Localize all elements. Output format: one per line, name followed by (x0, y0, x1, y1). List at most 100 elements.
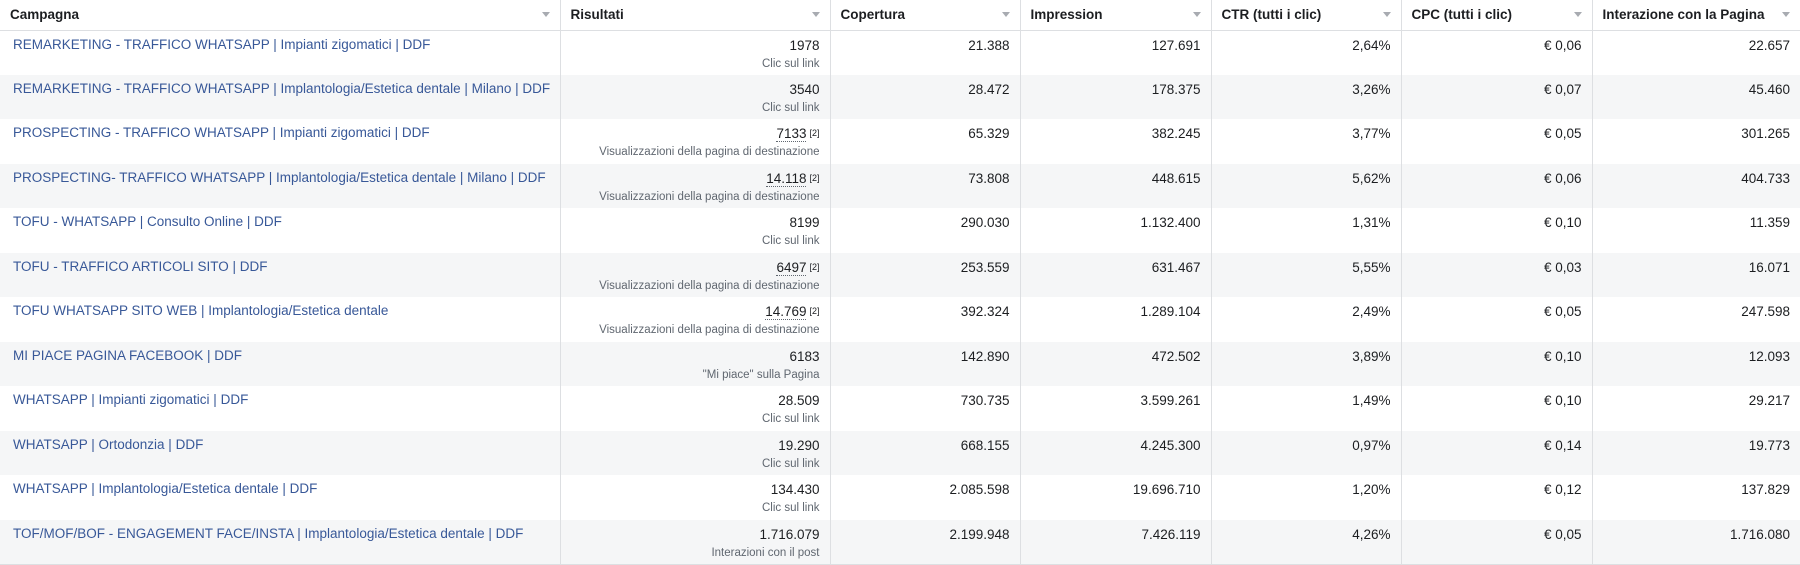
campaign-name-link[interactable]: WHATSAPP | Impianti zigomatici | DDF (13, 392, 249, 407)
result-footnote[interactable]: [2] (809, 128, 820, 138)
reach-value: 73.808 (968, 170, 1010, 186)
campaign-name-cell: PROSPECTING - TRAFFICO WHATSAPP | Impian… (0, 119, 561, 164)
sort-caret-down-icon[interactable] (1573, 12, 1582, 17)
column-header-label: Risultati (570, 7, 624, 23)
result-value-wrap: 28.509 (571, 392, 819, 410)
results-cell: 14.769 [2] Visualizzazioni della pagina di… (560, 297, 831, 342)
reach-cell: 28.472 (830, 74, 1021, 119)
engagement-value: 301.265 (1741, 126, 1790, 141)
page-engagement-cell: 137.829 (1592, 475, 1800, 520)
engagement-value: 45.460 (1748, 81, 1790, 97)
campaign-name-link[interactable]: TOF/MOF/BOF - ENGAGEMENT FACE/INSTA | Im… (13, 525, 524, 541)
cpc-cell: € 0,05 (1401, 519, 1593, 565)
ctr-cell: 5,55% (1211, 252, 1402, 297)
impressions-value: 382.245 (1151, 126, 1201, 141)
table-body: REMARKETING - TRAFFICO WHATSAPP | Impian… (0, 30, 1800, 565)
page-engagement-cell: 45.460 (1592, 74, 1800, 119)
campaign-name-cell: REMARKETING - TRAFFICO WHATSAPP | Impian… (0, 30, 561, 75)
column-header-risultati[interactable]: Risultati (560, 0, 831, 31)
result-value[interactable]: 14.118 (766, 170, 807, 187)
reach-cell: 290.030 (830, 208, 1021, 253)
sort-caret-down-icon[interactable] (541, 12, 550, 17)
result-value: 3540 (789, 81, 820, 97)
impressions-cell: 178.375 (1020, 74, 1212, 119)
campaign-name-link[interactable]: TOFU - WHATSAPP | Consulto Online | DDF (13, 214, 282, 229)
result-type-label: Clic sul link (761, 101, 820, 114)
result-type-label: Visualizzazioni della pagina di destinaz… (599, 146, 820, 158)
result-type-label: Interazioni con il post (711, 546, 820, 559)
campaign-name-link[interactable]: REMARKETING - TRAFFICO WHATSAPP | Impian… (13, 36, 431, 52)
sort-caret-down-icon[interactable] (1192, 12, 1201, 17)
campaign-name-link[interactable]: WHATSAPP | Ortodonzia | DDF (13, 436, 204, 452)
result-value[interactable]: 6497 (776, 259, 807, 276)
ctr-value: 1,49% (1352, 393, 1391, 408)
engagement-value: 19.773 (1748, 437, 1790, 453)
cpc-cell: € 0,06 (1401, 163, 1593, 208)
table-row: TOFU - TRAFFICO ARTICOLI SITO | DDF 6497[… (0, 252, 1800, 297)
table-row: WHATSAPP | Ortodonzia | DDF 19.290 Clic su… (0, 430, 1800, 475)
cpc-cell: € 0,10 (1401, 386, 1593, 431)
column-header-impression[interactable]: Impression (1020, 0, 1212, 31)
page-engagement-cell: 11.359 (1592, 208, 1800, 253)
cpc-value: € 0,05 (1543, 526, 1582, 542)
campaign-name-link[interactable]: WHATSAPP | Implantologia/Estetica dental… (13, 481, 318, 496)
impressions-cell: 127.691 (1020, 30, 1212, 75)
result-value[interactable]: 14.769 (765, 304, 807, 320)
cpc-cell: € 0,06 (1401, 30, 1593, 75)
impressions-value: 631.467 (1151, 259, 1201, 275)
ctr-cell: 1,20% (1211, 475, 1402, 520)
cpc-value: € 0,10 (1543, 348, 1582, 364)
results-cell: 14.118 [2] Visualizzazioni della pagina di… (560, 163, 831, 208)
reach-cell: 65.329 (830, 119, 1021, 164)
campaign-name-link[interactable]: REMARKETING - TRAFFICO WHATSAPP | Implan… (13, 80, 551, 96)
ctr-value: 1,20% (1352, 482, 1391, 497)
ctr-value: 5,62% (1352, 170, 1391, 186)
ctr-cell: 1,49% (1211, 386, 1402, 431)
campaign-name-link[interactable]: TOFU - TRAFFICO ARTICOLI SITO | DDF (13, 258, 268, 274)
page-engagement-cell: 19.773 (1592, 430, 1800, 475)
column-header-label: Copertura (840, 7, 906, 23)
reach-cell: 142.890 (830, 341, 1021, 386)
column-header-copertura[interactable]: Copertura (830, 0, 1021, 31)
reach-cell: 73.808 (830, 163, 1021, 208)
sort-caret-down-icon[interactable] (1782, 12, 1790, 17)
result-value[interactable]: 7133 (776, 126, 807, 142)
cpc-value: € 0,06 (1543, 37, 1582, 53)
result-value: 8199 (789, 215, 820, 230)
cpc-value: € 0,05 (1543, 304, 1582, 319)
reach-value: 2.085.598 (949, 482, 1010, 497)
ctr-cell: 2,64% (1211, 30, 1402, 75)
reach-value: 2.199.948 (949, 526, 1010, 542)
engagement-value: 12.093 (1748, 348, 1790, 364)
impressions-value: 448.615 (1151, 170, 1201, 186)
column-header-cpc[interactable]: CPC (tutti i clic) (1401, 0, 1593, 31)
reach-value: 21.388 (968, 37, 1010, 53)
table-row: TOFU - WHATSAPP | Consulto Online | DDF 8… (0, 208, 1800, 253)
sort-caret-down-icon[interactable] (811, 12, 820, 17)
result-footnote[interactable]: [2] (809, 306, 820, 316)
campaign-name-link[interactable]: TOFU WHATSAPP SITO WEB | Implantologia/E… (13, 303, 389, 318)
impressions-value: 7.426.119 (1141, 526, 1201, 542)
header-row: Campagna Risultati Copertura Impression CTR … (0, 0, 1800, 31)
ctr-value: 1,31% (1352, 215, 1391, 230)
result-value: 19.290 (778, 437, 820, 453)
result-value-wrap: 14.118 [2] (571, 170, 820, 188)
campaign-name-link[interactable]: PROSPECTING - TRAFFICO WHATSAPP | Impian… (13, 125, 430, 140)
column-header-campagna[interactable]: Campagna (0, 0, 561, 31)
cpc-cell: € 0,03 (1401, 252, 1593, 297)
engagement-value: 11.359 (1749, 215, 1790, 230)
campaign-name-link[interactable]: PROSPECTING- TRAFFICO WHATSAPP | Implant… (13, 169, 546, 185)
column-header-ctr[interactable]: CTR (tutti i clic) (1211, 0, 1402, 31)
results-cell: 134.430 Clic sul link (560, 475, 831, 520)
table-row: PROSPECTING - TRAFFICO WHATSAPP | Impian… (0, 119, 1800, 164)
column-header-interazione[interactable]: Interazione con la Pagina (1592, 0, 1800, 31)
sort-caret-down-icon[interactable] (1001, 12, 1010, 17)
result-footnote[interactable]: [2] (809, 261, 820, 272)
page-engagement-cell: 247.598 (1592, 297, 1800, 342)
page-engagement-cell: 1.716.080 (1592, 519, 1800, 565)
campaign-name-link[interactable]: MI PIACE PAGINA FACEBOOK | DDF (13, 347, 243, 363)
ctr-cell: 4,26% (1211, 519, 1402, 565)
result-footnote[interactable]: [2] (809, 172, 820, 183)
sort-caret-down-icon[interactable] (1382, 12, 1391, 17)
cpc-cell: € 0,12 (1401, 475, 1593, 520)
